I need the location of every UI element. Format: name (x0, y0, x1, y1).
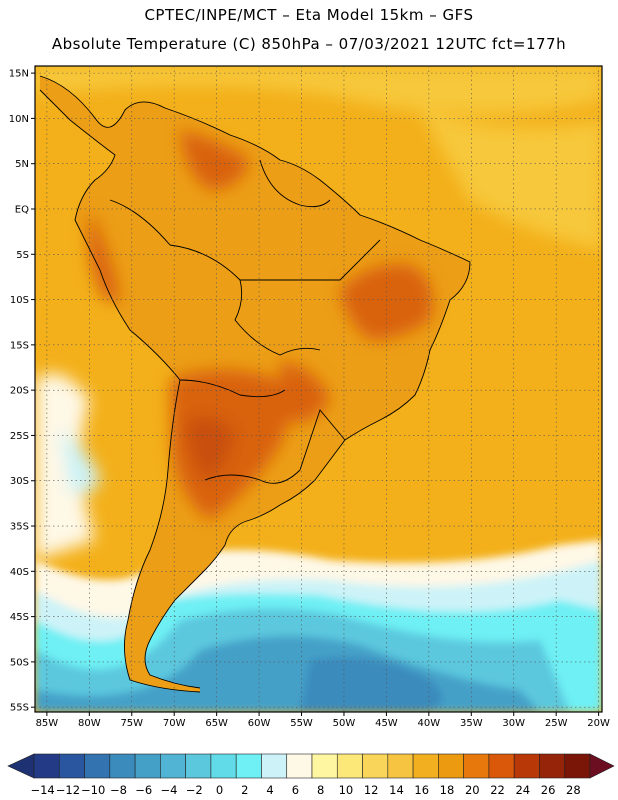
pacific-cool-patch (35, 373, 95, 560)
lon-label: 85W (36, 718, 59, 729)
map-frame (34, 65, 603, 713)
hottest-region (185, 416, 235, 480)
lat-label: 25S (10, 431, 29, 442)
colorbar-label: −2 (186, 783, 203, 797)
lat-label: 15S (10, 340, 29, 351)
lon-label: 75W (120, 718, 143, 729)
hot-region-andes (88, 210, 120, 303)
lat-label: 10S (10, 295, 29, 306)
hot-region-northeast (340, 264, 433, 340)
colorbar-label: −12 (56, 783, 80, 797)
map-subtitle: Absolute Temperature (C) 850hPa – 07/03/… (51, 35, 567, 53)
lon-label: 25W (545, 718, 568, 729)
colorbar-label: 6 (292, 783, 299, 797)
temperature-field (35, 66, 602, 712)
hot-region-center (280, 360, 330, 423)
colorbar-label: 8 (317, 783, 324, 797)
lon-label: 65W (205, 718, 228, 729)
colorbar-label: 16 (414, 783, 429, 797)
colorbar-swatch (210, 753, 237, 779)
colorbar-swatch (286, 753, 313, 779)
latitude-labels: 15N 10N 5N EQ 5S 10S 15S 20S 25S 30S 35S 40S 45S 50S 5… (9, 69, 35, 714)
hot-region-north (180, 130, 250, 190)
colorbar-swatch (539, 753, 566, 779)
map-title: CPTEC/INPE/MCT – Eta Model 15km – GFS (144, 6, 474, 24)
north-warm-band (35, 66, 602, 114)
lon-label: 30W (502, 718, 525, 729)
southern-ocean-band-6 (300, 657, 443, 712)
colorbar-swatch (513, 753, 540, 779)
graticule (35, 66, 602, 712)
lat-label: 40S (10, 567, 29, 578)
colorbar-label: 0 (216, 783, 223, 797)
colorbar-swatch (488, 753, 515, 779)
longitude-labels: 85W 80W 75W 70W 65W 60W 55W 50W 45W 40W 35W 30W 25W 2… (36, 712, 610, 729)
colorbar (7, 753, 615, 779)
colorbar-label: 4 (266, 783, 273, 797)
colorbar-label: 26 (541, 783, 556, 797)
lat-label: 55S (10, 703, 29, 714)
colorbar-label: 24 (515, 783, 530, 797)
colorbar-swatch (412, 753, 439, 779)
colorbar-label: 14 (389, 783, 404, 797)
colorbar-swatch (84, 753, 111, 779)
colorbar-swatch (362, 753, 389, 779)
colorbar-label: 28 (566, 783, 581, 797)
country-borders (39, 75, 471, 693)
colorbar-swatch (160, 753, 186, 779)
lon-label: 60W (248, 718, 271, 729)
colorbar-swatch (109, 753, 136, 779)
colorbar-swatch (134, 753, 161, 779)
colorbar-swatch (185, 753, 212, 779)
colorbar-label: 2 (241, 783, 248, 797)
colorbar-label: −14 (30, 783, 54, 797)
pacific-cold-spot (60, 430, 100, 494)
colorbar-label: −8 (110, 783, 127, 797)
colorbar-swatch (438, 753, 464, 779)
colorbar-swatch (336, 753, 363, 779)
colorbar-label: 20 (465, 783, 480, 797)
lat-label: EQ (15, 204, 29, 215)
lon-label: 35W (460, 718, 483, 729)
colorbar-swatch (261, 753, 288, 779)
colorbar-under-arrow (7, 753, 35, 779)
lat-label: 5N (15, 159, 29, 170)
colorbar-swatch (311, 753, 338, 779)
lon-label: 45W (375, 718, 398, 729)
lon-label: 55W (290, 718, 313, 729)
lat-label: 10N (9, 114, 29, 125)
lon-label: 40W (418, 718, 441, 729)
colorbar-over-arrow (589, 753, 615, 779)
colorbar-label: 10 (339, 783, 354, 797)
lon-label: 80W (78, 718, 101, 729)
lat-label: 15N (9, 69, 29, 80)
lat-label: 45S (10, 612, 29, 623)
colorbar-swatch (58, 753, 85, 779)
lat-label: 30S (10, 476, 29, 487)
colorbar-labels: −14 −12 −10 −8 −6 −4 −2 0 2 4 6 8 10 12 14 16 18 20 22 24 26… (30, 783, 580, 797)
lon-label: 20W (587, 718, 610, 729)
lon-label: 50W (333, 718, 356, 729)
atlantic-band (420, 110, 602, 250)
colorbar-swatch (387, 753, 414, 779)
colorbar-label: −6 (135, 783, 152, 797)
lat-label: 20S (10, 386, 29, 397)
colorbar-label: −4 (161, 783, 178, 797)
colorbar-label: −10 (81, 783, 105, 797)
lat-label: 5S (16, 250, 29, 261)
colorbar-label: 18 (440, 783, 455, 797)
colorbar-swatch (564, 753, 591, 779)
lat-label: 35S (10, 522, 29, 533)
colorbar-swatch (463, 753, 490, 779)
lat-label: 50S (10, 657, 29, 668)
colorbar-swatch (33, 753, 60, 779)
colorbar-label: 12 (364, 783, 379, 797)
colorbar-swatch (235, 753, 262, 779)
lon-label: 70W (163, 718, 186, 729)
colorbar-label: 22 (490, 783, 505, 797)
